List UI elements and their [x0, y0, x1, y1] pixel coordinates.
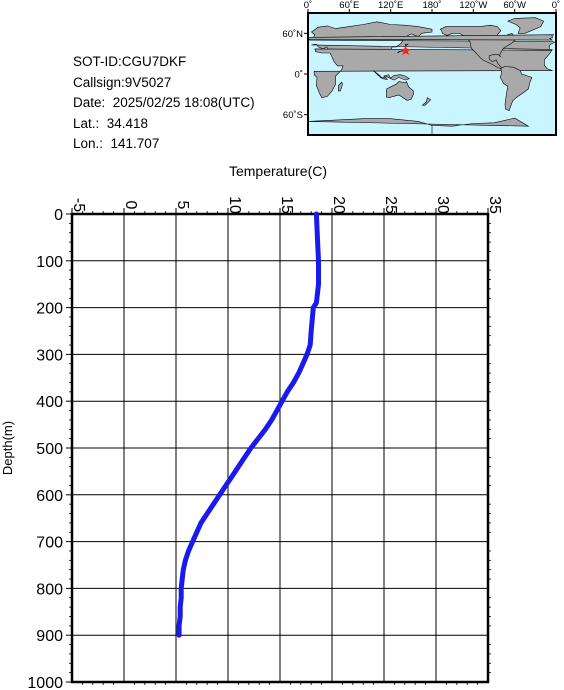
greenland-land: [506, 17, 545, 34]
map-lon-label: 180˚: [422, 0, 441, 11]
australia-land: [386, 80, 414, 101]
y-tick-label: 200: [36, 301, 63, 318]
map-lon-label: 60˚E: [339, 0, 359, 11]
y-tick-label: 700: [36, 535, 63, 552]
x-tick-label: 25: [382, 196, 399, 214]
x-tick-label: 20: [330, 196, 347, 214]
x-tick-label: 10: [226, 196, 243, 214]
map-lon-label: 120˚W: [459, 0, 487, 11]
sot-id-label: SOT-ID:CGU7DKF: [73, 54, 187, 69]
indonesia-land: [373, 70, 410, 81]
y-tick-label: 300: [36, 347, 63, 364]
south-america-land: [499, 66, 533, 111]
x-tick-label: 30: [434, 196, 451, 214]
y-tick-label: 1000: [27, 675, 63, 690]
y-tick-label: 500: [36, 441, 63, 458]
map-lon-label: 60˚W: [503, 0, 526, 11]
map-lat-label: 60˚S: [283, 110, 303, 121]
latitude-label: Lat.: 34.418: [73, 115, 149, 131]
map-lat-label: 0˚: [295, 70, 303, 81]
y-tick-label: 400: [36, 394, 63, 411]
callsign-label: Callsign:9V5027: [73, 74, 172, 90]
map-lon-label: 0˚: [552, 0, 560, 11]
y-tick-label: 600: [36, 488, 63, 505]
new-zealand-land: [421, 97, 432, 106]
map-lat-label: 60˚N: [282, 29, 303, 40]
y-tick-label: 800: [36, 581, 63, 598]
y-tick-label: 900: [36, 628, 63, 645]
longitude-label: Lon.: 141.707: [73, 136, 160, 151]
location-marker-icon: [400, 45, 411, 56]
map-lon-label: 0˚: [304, 0, 312, 11]
x-tick-label: 15: [278, 196, 295, 214]
y-axis-label: Depth(m): [0, 421, 15, 475]
x-tick-label: 35: [486, 196, 503, 214]
plot-frame: [70, 212, 490, 684]
madagascar-land: [338, 81, 343, 92]
y-tick-label: 0: [54, 207, 63, 224]
antarctica-land: [307, 117, 530, 135]
x-tick-label: -5: [70, 198, 87, 212]
x-tick-label: 5: [174, 201, 191, 210]
x-axis-label: Temperature(C): [229, 163, 327, 179]
temperature-profile-line: [176, 211, 321, 638]
x-tick-label: 0: [122, 201, 139, 210]
float-info-panel: SOT-ID:CGU7DKF Callsign:9V5027 Date: 202…: [73, 52, 255, 155]
date-label: Date: 2025/02/25 18:08(UTC): [73, 95, 255, 110]
africa-land: [313, 48, 553, 99]
y-tick-label: 100: [36, 254, 63, 271]
map-lon-label: 120˚E: [378, 0, 403, 11]
